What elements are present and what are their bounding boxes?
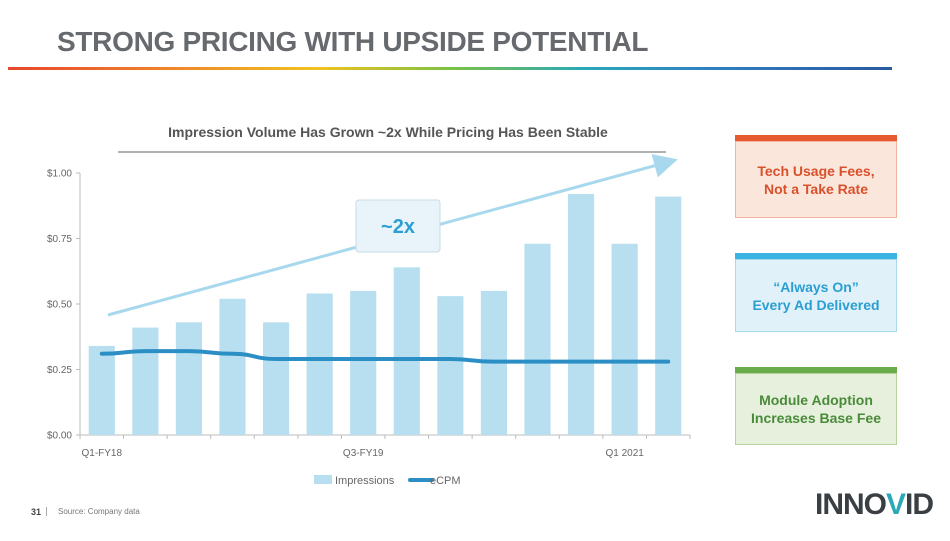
y-tick-label: $0.25 bbox=[47, 365, 72, 376]
impressions-bar bbox=[219, 298, 246, 435]
y-tick-label: $1.00 bbox=[47, 169, 72, 180]
legend-ecpm-label: eCPM bbox=[430, 475, 461, 487]
legend-impressions-label: Impressions bbox=[335, 475, 395, 487]
callout-accent-bar bbox=[735, 253, 897, 259]
callout-line2: Not a Take Rate bbox=[764, 180, 868, 197]
page-title: STRONG PRICING WITH UPSIDE POTENTIAL bbox=[57, 26, 649, 57]
page-number: 31 bbox=[31, 507, 42, 517]
impressions-bar bbox=[437, 296, 464, 435]
callout-always-on: “Always On” Every Ad Delivered bbox=[735, 253, 897, 332]
callout-line1: Module Adoption bbox=[759, 392, 873, 408]
callout-line2: Every Ad Delivered bbox=[752, 296, 880, 313]
impressions-bar bbox=[568, 193, 595, 435]
callout-line2: Increases Base Fee bbox=[751, 410, 881, 426]
callout-module-adoption: Module Adoption Increases Base Fee bbox=[735, 367, 897, 445]
page-number-divider bbox=[46, 507, 47, 516]
growth-annotation-label: ~2x bbox=[381, 216, 415, 238]
impressions-bar bbox=[175, 322, 202, 435]
impressions-bar bbox=[393, 267, 420, 435]
x-tick-label: Q3-FY19 bbox=[343, 448, 384, 459]
impressions-bar bbox=[263, 322, 290, 435]
callout-tech-usage-fees: Tech Usage Fees, Not a Take Rate bbox=[735, 135, 897, 218]
x-tick-label: Q1-FY18 bbox=[81, 448, 122, 459]
callout-line1: “Always On” bbox=[773, 278, 859, 295]
impressions-bar bbox=[524, 243, 551, 435]
impressions-bar bbox=[350, 290, 377, 435]
legend-impressions-swatch bbox=[314, 475, 332, 484]
y-tick-label: $0.75 bbox=[47, 234, 72, 245]
company-logo: INNOVID bbox=[815, 488, 934, 521]
growth-annotation-box bbox=[355, 199, 441, 253]
impressions-bar bbox=[655, 196, 682, 435]
callout-accent-bar bbox=[735, 367, 897, 373]
y-tick-label: $0.50 bbox=[47, 300, 72, 311]
ecpm-line bbox=[99, 349, 671, 364]
chart-title: Impression Volume Has Grown ~2x While Pr… bbox=[168, 124, 608, 140]
x-tick-label: Q1 2021 bbox=[605, 448, 644, 459]
impressions-bar bbox=[132, 327, 159, 435]
impressions-bar bbox=[306, 293, 333, 435]
callout-accent-bar bbox=[735, 135, 897, 141]
source-note: Source: Company data bbox=[58, 507, 140, 516]
title-rule bbox=[8, 67, 892, 70]
impressions-bar bbox=[88, 345, 115, 435]
impressions-bar bbox=[611, 243, 638, 435]
callout-line1: Tech Usage Fees, bbox=[757, 162, 875, 179]
y-tick-label: $0.00 bbox=[47, 431, 72, 442]
